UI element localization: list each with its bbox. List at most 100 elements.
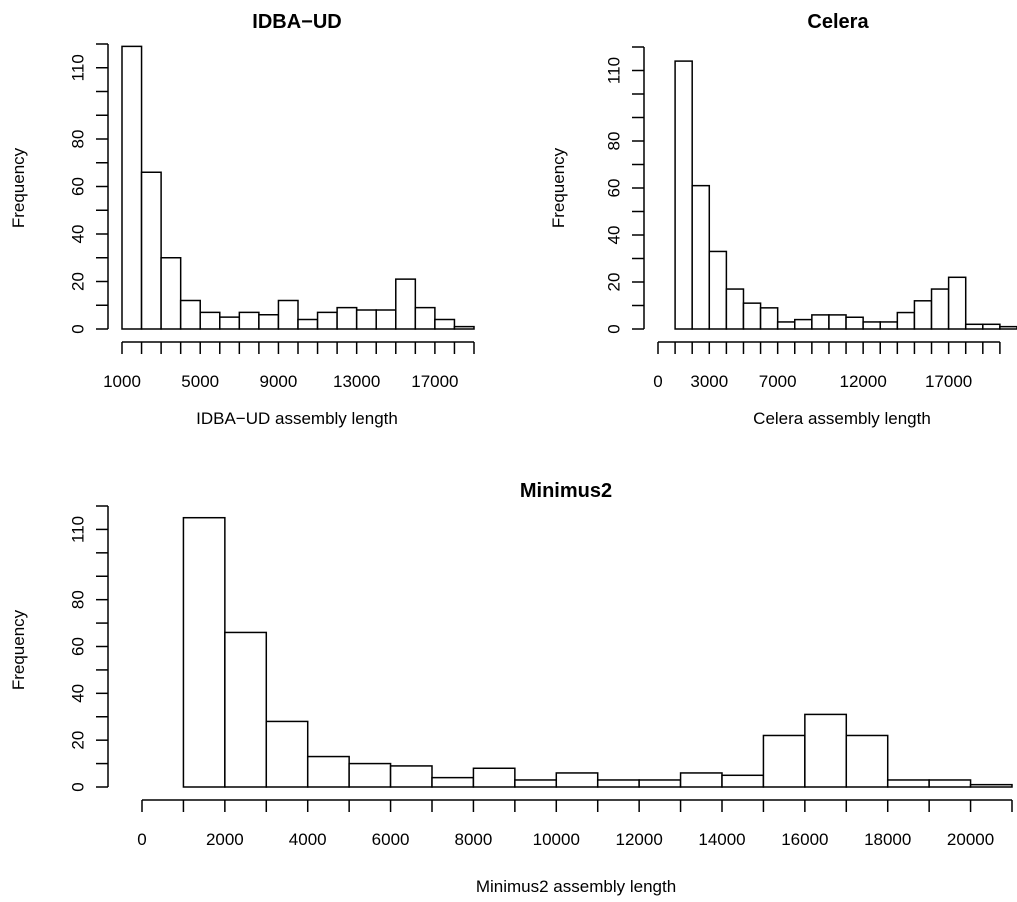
minimus2-bar-14 bbox=[762, 734, 806, 788]
idba-ud-bar-17 bbox=[453, 325, 475, 330]
idba-ud-y-tick-label-11: 110 bbox=[69, 54, 88, 81]
idba-ud-x-tick-label-12: 13000 bbox=[333, 372, 380, 391]
celera-y-tick-label-0: 0 bbox=[605, 324, 624, 333]
celera-bar-6 bbox=[776, 321, 796, 330]
minimus2-x-tick-label-0: 0 bbox=[137, 830, 146, 849]
minimus2-bar-7 bbox=[472, 767, 516, 788]
minimus2-bar-12 bbox=[679, 772, 723, 788]
minimus2-bar-1 bbox=[224, 631, 268, 788]
idba-ud-y-tick-label-8: 80 bbox=[69, 130, 88, 149]
celera-bar-3 bbox=[725, 288, 745, 330]
minimus2-x-tick-label-18: 18000 bbox=[864, 830, 911, 849]
minimus2-y-tick-label-11: 110 bbox=[69, 516, 88, 543]
celera-chart-title: Celera bbox=[807, 11, 869, 33]
idba-ud-bar-10 bbox=[316, 311, 338, 330]
idba-ud-y-tick-label-4: 40 bbox=[69, 225, 88, 244]
minimus2-x-axis: 0 2000 4000 6000 8000 10000 12000 14000 16000 180… bbox=[137, 799, 1013, 849]
idba-ud-bar-5 bbox=[219, 316, 241, 330]
celera-bar-0 bbox=[674, 60, 693, 330]
minimus2-y-axis: 0 20 40 60 80 110 bbox=[69, 505, 109, 792]
idba-ud-bar-11 bbox=[336, 306, 358, 330]
celera-y-tick-label-8: 80 bbox=[605, 132, 624, 151]
celera-y-tick-label-2: 20 bbox=[605, 273, 624, 292]
minimus2-bar-8 bbox=[514, 779, 558, 788]
minimus2-bar-9 bbox=[555, 772, 599, 788]
celera-bar-16 bbox=[947, 276, 967, 330]
idba-ud-bar-14 bbox=[395, 278, 417, 330]
minimus2-y-tick-label-0: 0 bbox=[69, 782, 88, 791]
idba-ud-bars bbox=[121, 45, 475, 330]
idba-ud-bar-1 bbox=[140, 171, 162, 330]
idba-ud-y-tick-label-6: 60 bbox=[69, 177, 88, 196]
idba-ud-bar-15 bbox=[414, 306, 436, 330]
minimus2-x-tick-label-20: 20000 bbox=[947, 830, 994, 849]
celera-bar-14 bbox=[913, 300, 933, 330]
idba-ud-bar-0 bbox=[121, 45, 143, 330]
minimus2-bar-6 bbox=[431, 776, 475, 788]
celera-bar-5 bbox=[759, 307, 779, 330]
celera-x-tick-label-17: 17000 bbox=[925, 372, 972, 391]
celera-histogram: Celera Frequency Celera assembly length … bbox=[549, 11, 1017, 428]
celera-y-axis-label: Frequency bbox=[549, 147, 568, 228]
celera-bar-18 bbox=[982, 323, 1001, 330]
celera-y-tick-label-11: 110 bbox=[605, 57, 624, 84]
minimus2-x-tick-label-16: 16000 bbox=[781, 830, 828, 849]
idba-ud-x-tick-label-8: 9000 bbox=[260, 372, 298, 391]
celera-bar-9 bbox=[828, 314, 847, 330]
minimus2-chart-title: Minimus2 bbox=[520, 480, 612, 502]
idba-ud-bar-12 bbox=[355, 309, 377, 330]
celera-bar-15 bbox=[930, 288, 950, 330]
celera-bar-12 bbox=[879, 321, 899, 330]
idba-ud-x-axis-label: IDBA−UD assembly length bbox=[196, 409, 398, 428]
idba-ud-x-tick-label-4: 5000 bbox=[181, 372, 219, 391]
celera-y-tick-label-6: 60 bbox=[605, 179, 624, 198]
idba-ud-bar-6 bbox=[238, 311, 260, 330]
idba-ud-bar-9 bbox=[297, 318, 319, 330]
celera-bar-2 bbox=[708, 250, 728, 330]
celera-bar-7 bbox=[794, 318, 813, 330]
celera-x-tick-label-0: 0 bbox=[653, 372, 662, 391]
idba-ud-bar-3 bbox=[179, 299, 201, 330]
celera-bar-1 bbox=[691, 184, 711, 330]
minimus2-bar-4 bbox=[348, 762, 392, 788]
celera-bars bbox=[674, 60, 1017, 330]
minimus2-bar-5 bbox=[389, 765, 433, 788]
minimus2-y-tick-label-2: 20 bbox=[69, 731, 88, 750]
minimus2-y-axis-label: Frequency bbox=[9, 609, 28, 690]
minimus2-x-tick-label-2: 2000 bbox=[206, 830, 244, 849]
minimus2-bar-10 bbox=[596, 779, 640, 788]
minimus2-bar-18 bbox=[928, 779, 972, 788]
celera-x-tick-label-3: 3000 bbox=[690, 372, 728, 391]
idba-ud-y-tick-label-2: 20 bbox=[69, 272, 88, 291]
celera-x-axis: 0 3000 7000 12000 17000 bbox=[653, 341, 1001, 391]
minimus2-x-tick-label-8: 8000 bbox=[455, 830, 493, 849]
idba-ud-histogram: IDBA−UD Frequency IDBA−UD assembly lengt… bbox=[9, 11, 475, 428]
minimus2-x-tick-label-4: 4000 bbox=[289, 830, 327, 849]
celera-x-tick-label-12: 12000 bbox=[840, 372, 887, 391]
celera-y-axis: 0 20 40 60 80 110 bbox=[605, 46, 645, 334]
minimus2-bar-17 bbox=[886, 779, 930, 788]
minimus2-histogram: Minimus2 Frequency Minimus2 assembly len… bbox=[9, 480, 1013, 896]
minimus2-bar-3 bbox=[306, 755, 350, 788]
minimus2-bar-16 bbox=[845, 734, 889, 788]
minimus2-bar-19 bbox=[969, 783, 1013, 788]
minimus2-bars bbox=[182, 516, 1013, 788]
minimus2-bar-0 bbox=[182, 516, 226, 788]
minimus2-x-tick-label-12: 12000 bbox=[616, 830, 663, 849]
idba-ud-y-axis-label: Frequency bbox=[9, 147, 28, 228]
minimus2-y-tick-label-4: 40 bbox=[69, 684, 88, 703]
celera-bar-13 bbox=[896, 311, 916, 330]
celera-bar-11 bbox=[862, 321, 881, 330]
idba-ud-bar-2 bbox=[160, 257, 182, 330]
minimus2-bar-15 bbox=[804, 713, 848, 788]
minimus2-bar-2 bbox=[265, 720, 309, 788]
minimus2-x-tick-label-14: 14000 bbox=[698, 830, 745, 849]
idba-ud-x-axis: 1000 5000 9000 13000 17000 bbox=[103, 341, 475, 391]
minimus2-x-axis-label: Minimus2 assembly length bbox=[476, 877, 676, 896]
celera-bar-10 bbox=[845, 316, 864, 330]
minimus2-bar-13 bbox=[721, 774, 765, 788]
idba-ud-bar-13 bbox=[375, 309, 397, 330]
idba-ud-bar-4 bbox=[199, 311, 221, 330]
idba-ud-bar-7 bbox=[258, 314, 280, 330]
idba-ud-x-tick-label-0: 1000 bbox=[103, 372, 141, 391]
